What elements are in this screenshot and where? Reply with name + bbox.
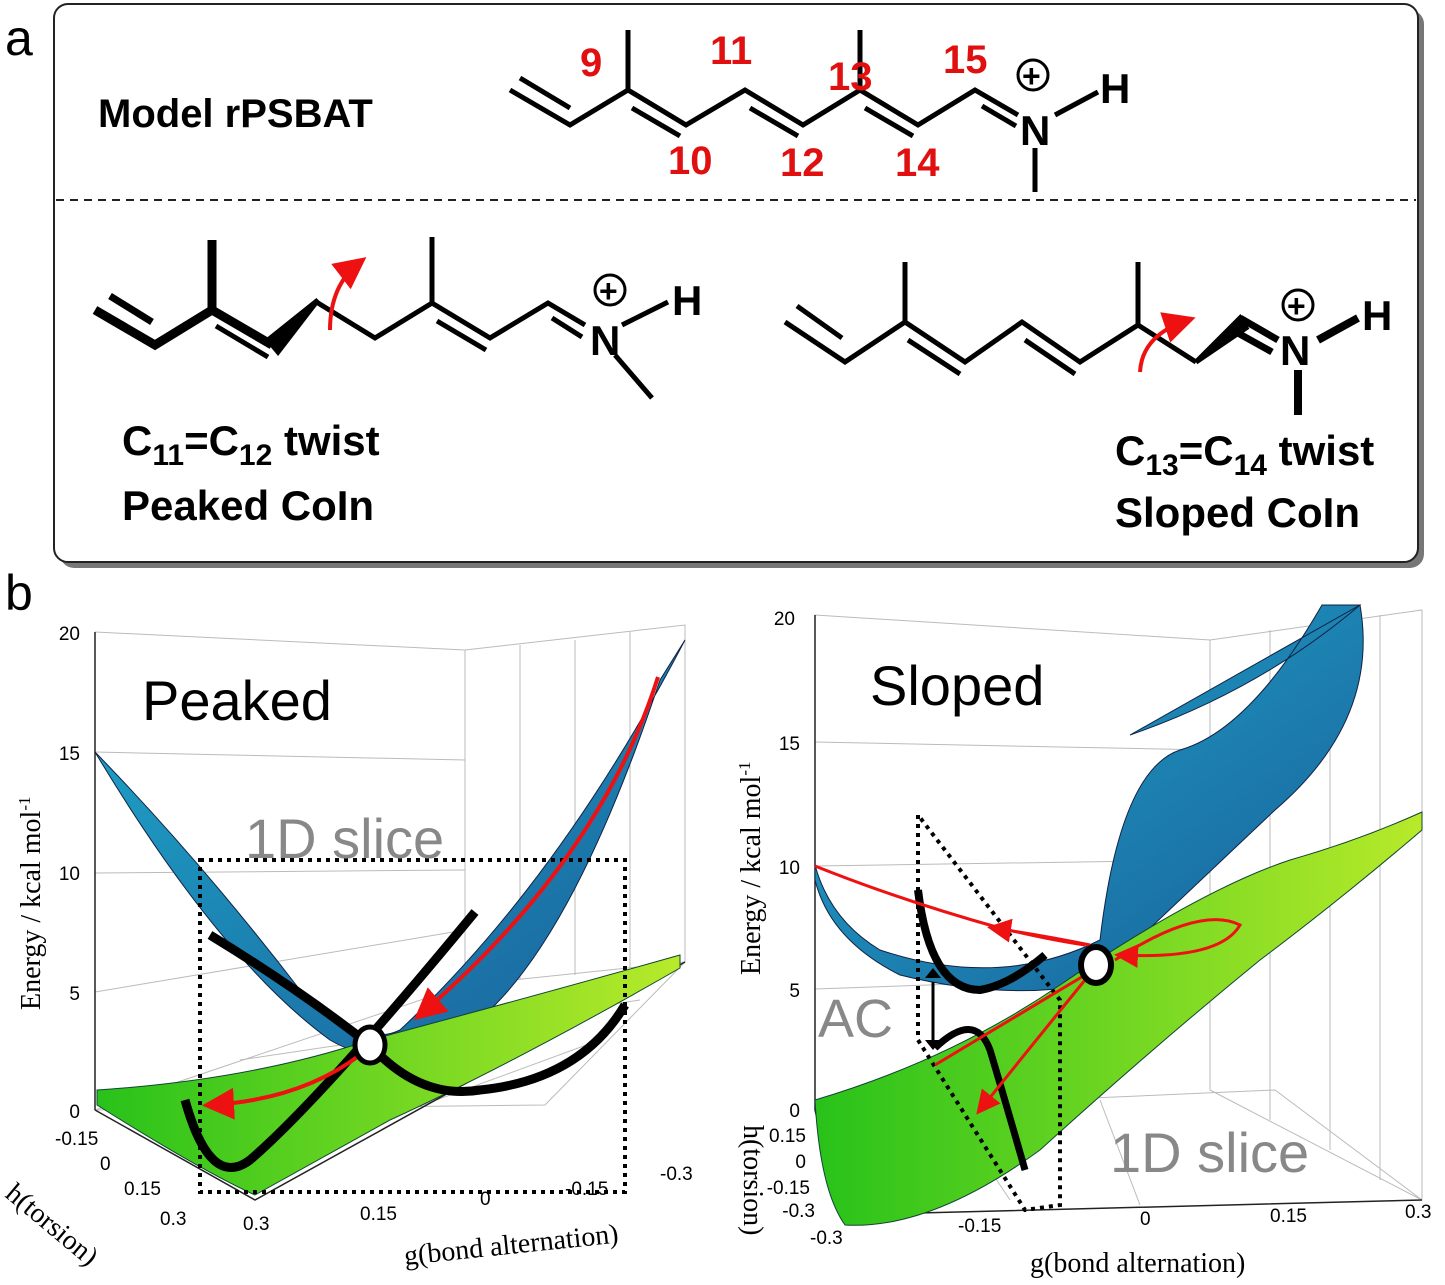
peaked-molecule — [92, 237, 670, 400]
z-ticks: 20 15 10 5 0 — [774, 609, 800, 1122]
svg-text:10: 10 — [668, 139, 713, 183]
red-path — [934, 973, 1086, 1067]
svg-text:10: 10 — [779, 858, 800, 879]
sloped-plot: Sloped AC 1D slice 20 15 10 5 0 0.15 0 -0.1… — [735, 604, 1431, 1279]
svg-text:13: 13 — [828, 55, 873, 99]
svg-text:+: + — [1287, 288, 1306, 324]
svg-text:0.3: 0.3 — [243, 1214, 269, 1235]
slice-box — [916, 813, 1062, 1213]
svg-text:H: H — [672, 277, 702, 324]
svg-text:5: 5 — [69, 984, 80, 1005]
h-ticks: 0.15 0 -0.15-0.3 — [767, 1126, 815, 1222]
svg-text:-0.15: -0.15 — [55, 1129, 98, 1150]
svg-text:H: H — [1362, 292, 1392, 339]
slice-curve-2 — [180, 909, 479, 1172]
svg-text:0: 0 — [1140, 1209, 1151, 1230]
svg-text:H: H — [1100, 65, 1130, 112]
svg-text:11: 11 — [710, 29, 752, 73]
svg-text:15: 15 — [779, 734, 800, 755]
svg-text:N: N — [1020, 107, 1050, 154]
svg-text:15: 15 — [59, 744, 80, 765]
atom-numbers: 9 11 13 15 10 12 14 — [580, 29, 988, 185]
red-path-arrow — [202, 1053, 362, 1120]
red-path-arrow — [413, 676, 660, 1021]
svg-text:0.15: 0.15 — [769, 1126, 806, 1147]
svg-text:-0.15: -0.15 — [767, 1178, 810, 1199]
coin-marker — [352, 1024, 388, 1066]
panel-b-label: b — [5, 565, 33, 621]
sloped-title: Sloped — [870, 654, 1044, 717]
svg-text:0.3: 0.3 — [1405, 1202, 1431, 1223]
sloped-twist-label: C13=C14 twist — [1115, 427, 1374, 482]
svg-text:+: + — [599, 273, 618, 309]
coin-marker — [1078, 944, 1114, 986]
svg-text:N: N — [1280, 327, 1310, 374]
svg-text:N: N — [590, 317, 620, 364]
svg-text:9: 9 — [580, 41, 602, 85]
svg-text:0.15: 0.15 — [1270, 1206, 1307, 1227]
svg-text:-0.3: -0.3 — [810, 1228, 843, 1249]
h-axis-label: h(torsion) — [737, 1125, 768, 1235]
h-axis-label: h(torsion) — [0, 1178, 104, 1273]
peaked-title: Peaked — [142, 669, 332, 732]
red-loop-arrow — [1114, 918, 1243, 968]
g-ticks: 0.3 0.15 0 -0.15 -0.3 — [243, 1164, 693, 1235]
svg-text:15: 15 — [943, 38, 988, 82]
h-ticks: -0.150 0.15 0.3 — [55, 1129, 186, 1230]
y-axis-label: Energy / kcal mol-1 — [735, 762, 767, 976]
y-axis-label: Energy / kcal mol-1 — [15, 797, 47, 1011]
ac-arrow-heads — [925, 968, 941, 1050]
svg-text:-0.15: -0.15 — [958, 1216, 1001, 1237]
svg-text:-0.15: -0.15 — [565, 1179, 608, 1200]
svg-text:0.3: 0.3 — [160, 1209, 186, 1230]
svg-text:20: 20 — [59, 624, 80, 645]
peaked-coin-label: Peaked CoIn — [122, 482, 374, 529]
svg-text:-0.3: -0.3 — [782, 1201, 815, 1222]
g-axis-label: g(bond alternation) — [1030, 1248, 1245, 1279]
svg-text:0.15: 0.15 — [124, 1179, 161, 1200]
upper-surface — [814, 604, 1364, 992]
svg-text:0: 0 — [69, 1102, 80, 1123]
model-molecule — [508, 30, 1100, 192]
z-ticks: 20 15 10 5 0 — [59, 624, 80, 1123]
sloped-coin-label: Sloped CoIn — [1115, 489, 1360, 536]
svg-text:0: 0 — [100, 1154, 111, 1175]
svg-text:10: 10 — [59, 864, 80, 885]
red-path-arrow — [987, 918, 1091, 947]
ac-label: AC — [818, 989, 893, 1049]
panel-a-box — [53, 3, 1419, 563]
g-ticks: -0.3 -0.15 0 0.15 0.3 — [810, 1202, 1431, 1249]
slice-curve — [207, 931, 629, 1097]
slice-label: 1D slice — [1110, 1121, 1309, 1184]
model-atoms: N H + — [1016, 58, 1130, 154]
red-path — [814, 864, 1086, 947]
g-axis-label: g(bond alternation) — [402, 1219, 619, 1272]
svg-text:0.15: 0.15 — [360, 1204, 397, 1225]
svg-text:+: + — [1022, 58, 1041, 94]
svg-text:0: 0 — [795, 1152, 806, 1173]
svg-text:0: 0 — [480, 1189, 491, 1210]
panel-a-label: a — [5, 10, 33, 66]
model-title: Model rPSBAT — [98, 92, 373, 136]
peaked-atoms: N H + — [590, 273, 702, 364]
sloped-atoms: N H + — [1280, 288, 1392, 374]
svg-text:-0.3: -0.3 — [660, 1164, 693, 1185]
slice-label: 1D slice — [245, 807, 444, 870]
slice-curve — [914, 889, 1048, 995]
svg-text:12: 12 — [780, 141, 825, 185]
svg-text:20: 20 — [774, 609, 795, 630]
lower-surface — [814, 811, 1423, 1226]
svg-text:0: 0 — [789, 1101, 800, 1122]
svg-text:5: 5 — [789, 981, 800, 1002]
lower-surface — [96, 954, 681, 1196]
svg-text:14: 14 — [895, 141, 940, 185]
sloped-molecule — [783, 262, 1360, 415]
red-path-arrow — [976, 979, 1087, 1115]
peaked-twist-label: C11=C12 twist — [122, 417, 380, 472]
slice-curve-2 — [932, 1026, 1029, 1171]
